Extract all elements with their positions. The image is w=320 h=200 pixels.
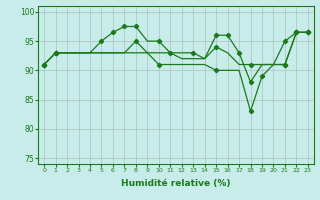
X-axis label: Humidité relative (%): Humidité relative (%)	[121, 179, 231, 188]
